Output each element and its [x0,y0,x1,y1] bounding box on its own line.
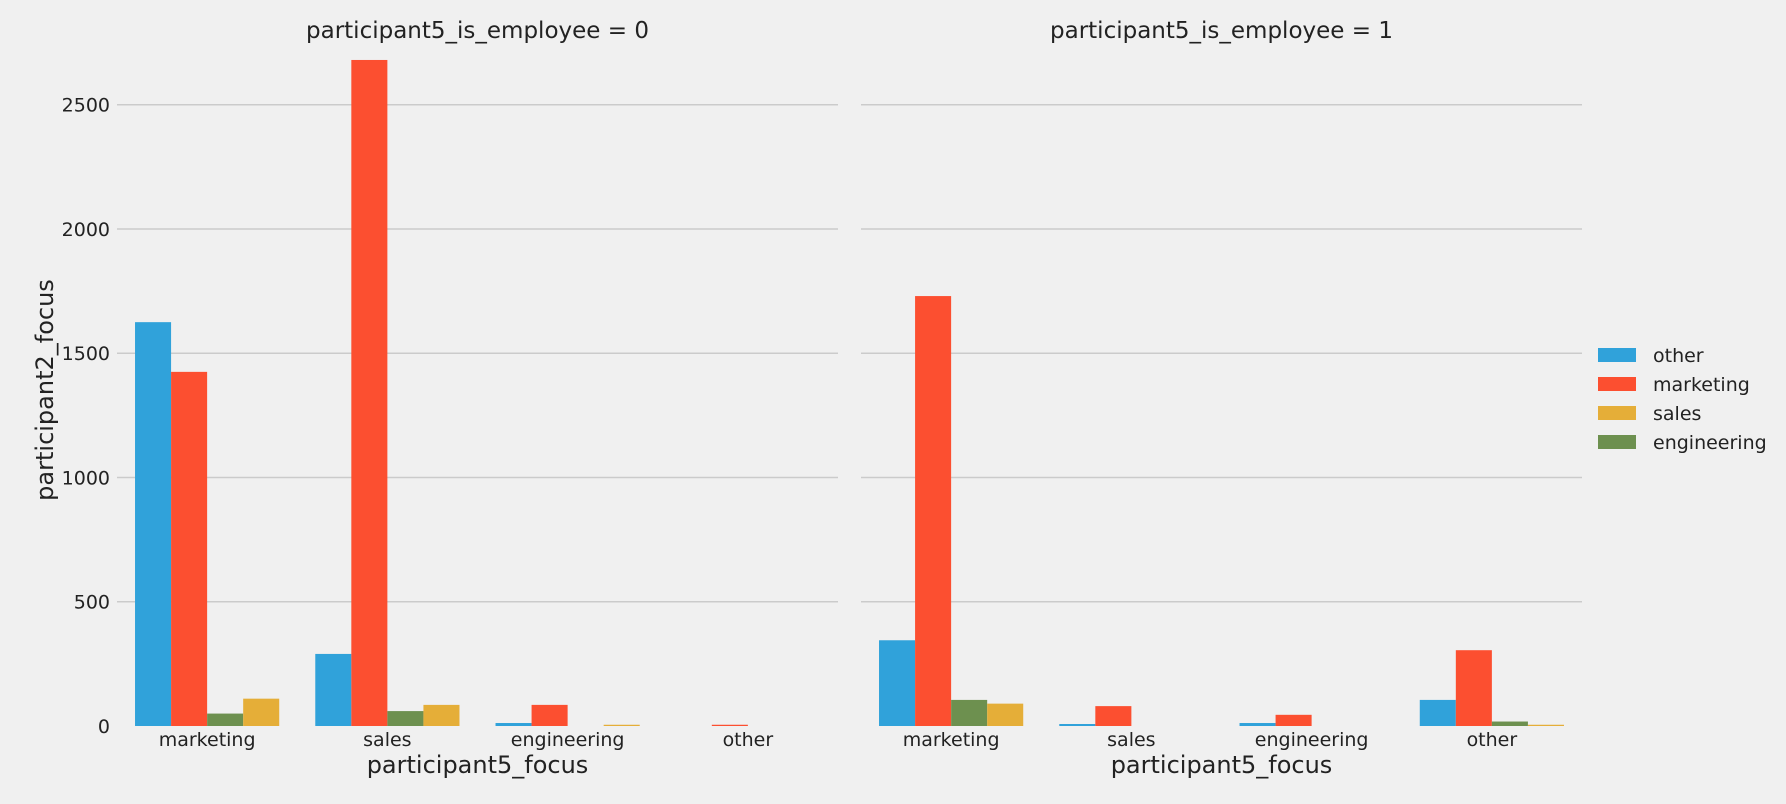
bar-sales-sales [423,704,460,726]
x-tick-label: sales [363,729,411,751]
bar-other-marketing [135,322,172,726]
bar-engineering-marketing [951,699,988,726]
y-tick-label: 500 [74,592,110,614]
panel-0: 0 500 1000 1500 2000 2500 participant5_is_empl… [62,18,838,779]
bar-marketing-sales [1095,706,1132,726]
x-tick-label: sales [1107,729,1155,751]
y-tick-label: 1500 [62,343,110,365]
y-tick-label: 1000 [62,467,110,489]
bar-marketing-other [1455,650,1492,726]
bar-engineering-other [1491,721,1528,726]
bar-engineering-marketing [207,713,244,726]
bar-sales-marketing [243,698,280,726]
bar-sales-engineering [603,724,640,726]
legend-label-sales: sales [1653,403,1701,425]
bar-sales-marketing [987,703,1024,726]
x-tick-label: engineering [1255,729,1369,751]
bar-marketing-marketing [171,371,208,726]
panel-title: participant5_is_employee = 0 [306,18,649,44]
y-tick-label: 2500 [62,95,110,117]
x-tick-label: other [723,729,774,751]
bar-other-engineering [1239,723,1276,726]
legend-label-engineering: engineering [1653,432,1767,454]
legend-swatch-other [1598,348,1636,362]
bar-marketing-other [711,724,748,726]
y-tick-label: 0 [98,716,110,738]
bar-marketing-engineering [1275,714,1312,726]
bar-marketing-sales [351,59,388,726]
legend-label-other: other [1653,345,1704,367]
bar-marketing-engineering [531,704,568,726]
bar-engineering-sales [387,711,424,726]
panel-1: participant5_is_employee = 1 marketing sal… [861,18,1582,779]
x-axis-label: participant5_focus [1111,751,1333,779]
legend-swatch-marketing [1598,377,1636,391]
bar-sales-other [1527,724,1564,726]
x-axis-label: participant5_focus [367,751,589,779]
x-tick-label: engineering [511,729,625,751]
x-tick-label: other [1467,729,1518,751]
bar-marketing-marketing [915,296,952,726]
legend-label-marketing: marketing [1653,374,1750,396]
legend-swatch-engineering [1598,435,1636,449]
panels-layer: 0 500 1000 1500 2000 2500 participant5_is_empl… [62,18,1582,779]
x-tick-label: marketing [903,729,1000,751]
y-axis-label: participant2_focus [31,279,59,501]
panel-title: participant5_is_employee = 1 [1050,18,1393,44]
x-tick-label: marketing [159,729,256,751]
y-tick-label: 2000 [62,219,110,241]
bar-other-other [1419,699,1456,726]
bar-other-engineering [495,723,532,726]
bar-other-sales [1059,724,1096,726]
legend: other marketing sales engineering [1598,345,1767,454]
legend-swatch-sales [1598,406,1636,420]
bar-other-sales [315,653,352,726]
bar-other-marketing [879,640,916,726]
